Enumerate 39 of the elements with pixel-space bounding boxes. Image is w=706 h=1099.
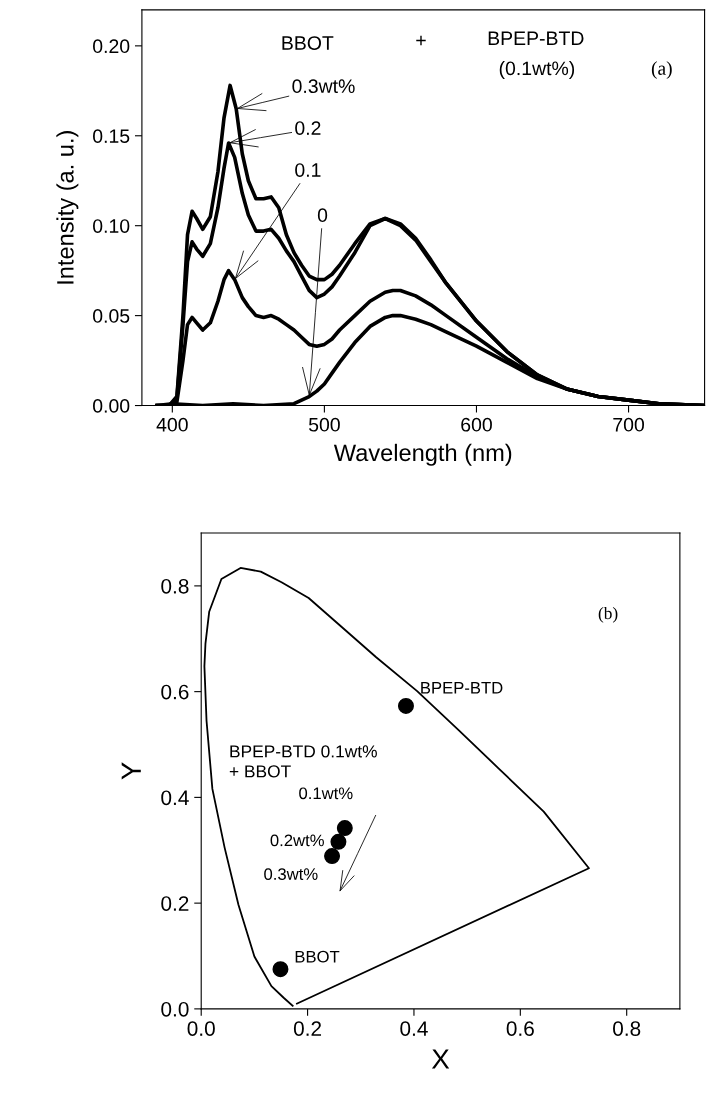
x-tick-label: 700: [613, 417, 645, 432]
annotation: BPEP-BTD: [421, 682, 503, 694]
annotation: (0.1wt%): [499, 60, 575, 80]
annotation: BPEP-BTD: [488, 31, 584, 45]
y-tick-label: 0.2: [161, 896, 189, 911]
x-tick-label: 600: [461, 417, 492, 432]
y-tick-label: 0.00: [93, 399, 130, 413]
annotation: BBOT: [282, 36, 334, 50]
x-tick-label: 500: [308, 417, 340, 432]
x-tick-label: 0.2: [293, 1021, 322, 1036]
x-axis-title: X: [431, 1049, 450, 1069]
y-tick-label: 0.6: [161, 684, 189, 700]
annotation: 0: [317, 208, 328, 223]
annotation: BPEP-BTD 0.1wt% + BBOT: [229, 745, 377, 778]
annotation: 0.1wt%: [299, 787, 353, 800]
x-tick-label: 0.6: [506, 1021, 534, 1036]
annotation: (a): [651, 61, 672, 79]
annotation: 0.3wt%: [264, 868, 318, 880]
y-axis-title: Y: [121, 762, 141, 780]
y-tick-label: 0.4: [161, 790, 189, 806]
annotation: +: [416, 35, 426, 46]
annotation: BBOT: [295, 950, 340, 963]
y-tick-label: 0.8: [161, 578, 189, 594]
y-tick-label: 0.0: [161, 1001, 189, 1017]
y-axis-title: Intensity (a. u.): [56, 131, 79, 284]
annotation: 0.1: [295, 163, 321, 177]
y-tick-label: 0.10: [93, 219, 130, 233]
annotation: (b): [598, 606, 618, 623]
x-tick-label: 0.0: [187, 1021, 215, 1036]
x-tick-label: 0.4: [400, 1021, 428, 1036]
y-tick-label: 0.05: [93, 309, 130, 323]
x-tick-label: 0.8: [613, 1021, 641, 1036]
x-tick-label: 400: [156, 417, 188, 432]
y-tick-label: 0.20: [93, 39, 130, 54]
annotation: 0.2: [295, 121, 321, 135]
annotation: 0.2wt%: [270, 834, 324, 847]
annotation: 0.3wt%: [292, 79, 355, 94]
x-axis-title: Wavelength (nm): [333, 443, 512, 466]
y-tick-label: 0.15: [93, 129, 130, 144]
